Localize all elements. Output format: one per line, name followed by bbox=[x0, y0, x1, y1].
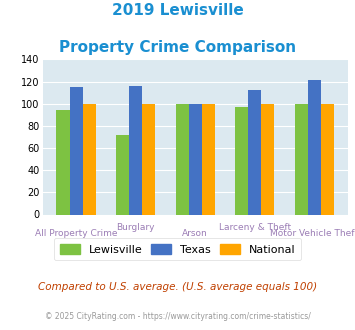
Text: Larceny & Theft: Larceny & Theft bbox=[219, 223, 291, 232]
Bar bbox=[56, 110, 70, 214]
Bar bbox=[129, 86, 142, 214]
Bar bbox=[176, 104, 189, 214]
Bar bbox=[142, 104, 155, 214]
Bar bbox=[261, 104, 274, 214]
Text: Property Crime Comparison: Property Crime Comparison bbox=[59, 40, 296, 54]
Bar bbox=[308, 81, 321, 214]
Text: Arson: Arson bbox=[182, 229, 208, 238]
Bar bbox=[202, 104, 215, 214]
Bar bbox=[235, 107, 248, 214]
Text: 2019 Lewisville: 2019 Lewisville bbox=[111, 3, 244, 18]
Bar bbox=[321, 104, 334, 214]
Bar bbox=[83, 104, 96, 214]
Bar bbox=[248, 90, 261, 214]
Bar bbox=[70, 87, 83, 214]
Bar bbox=[295, 104, 308, 214]
Text: Motor Vehicle Theft: Motor Vehicle Theft bbox=[271, 229, 355, 238]
Text: All Property Crime: All Property Crime bbox=[35, 229, 118, 238]
Bar bbox=[116, 135, 129, 214]
Text: Burglary: Burglary bbox=[116, 223, 155, 232]
Legend: Lewisville, Texas, National: Lewisville, Texas, National bbox=[54, 238, 301, 260]
Text: Compared to U.S. average. (U.S. average equals 100): Compared to U.S. average. (U.S. average … bbox=[38, 282, 317, 292]
Bar bbox=[189, 104, 202, 214]
Text: © 2025 CityRating.com - https://www.cityrating.com/crime-statistics/: © 2025 CityRating.com - https://www.city… bbox=[45, 312, 310, 321]
